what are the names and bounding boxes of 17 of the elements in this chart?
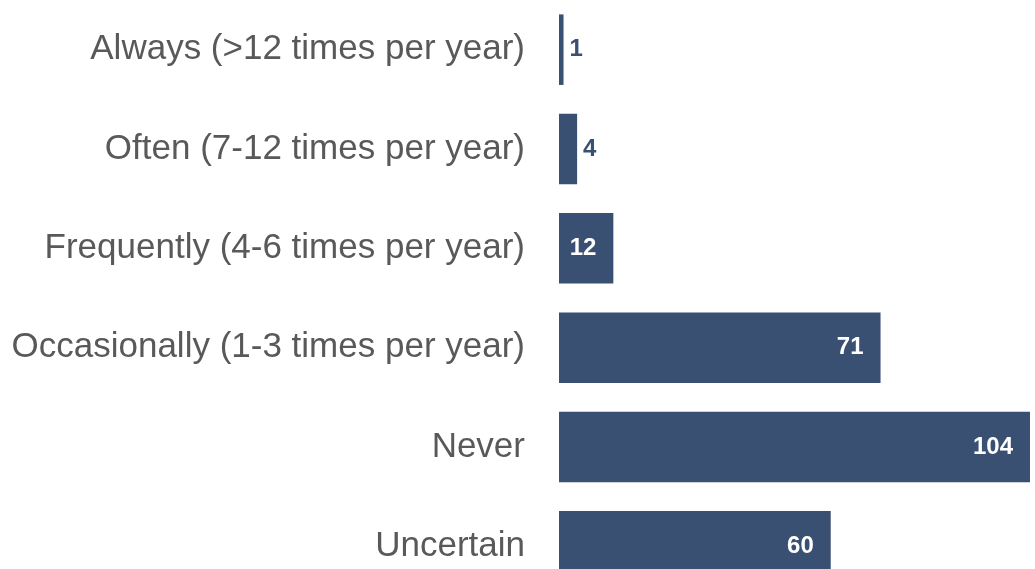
y-tick-label: Never: [431, 424, 526, 464]
y-tick-label: Uncertain: [375, 523, 525, 563]
data-label: 4: [583, 133, 598, 161]
bar: [559, 213, 614, 284]
data-label: 104: [972, 431, 1014, 459]
y-tick-label: Occasionally (1-3 times per year): [11, 325, 525, 365]
data-label: 12: [569, 232, 597, 260]
data-label: 71: [836, 332, 864, 360]
bar: [559, 411, 1030, 483]
bar: [559, 14, 564, 85]
y-tick-label: Frequently (4-6 times per year): [44, 225, 525, 265]
bar: [559, 113, 578, 185]
data-label: 1: [569, 34, 583, 62]
bar: [559, 312, 881, 383]
y-tick-label: Always (>12 times per year): [90, 27, 525, 67]
data-label: 60: [787, 530, 814, 558]
y-tick-label: Often (7-12 times per year): [104, 126, 525, 166]
